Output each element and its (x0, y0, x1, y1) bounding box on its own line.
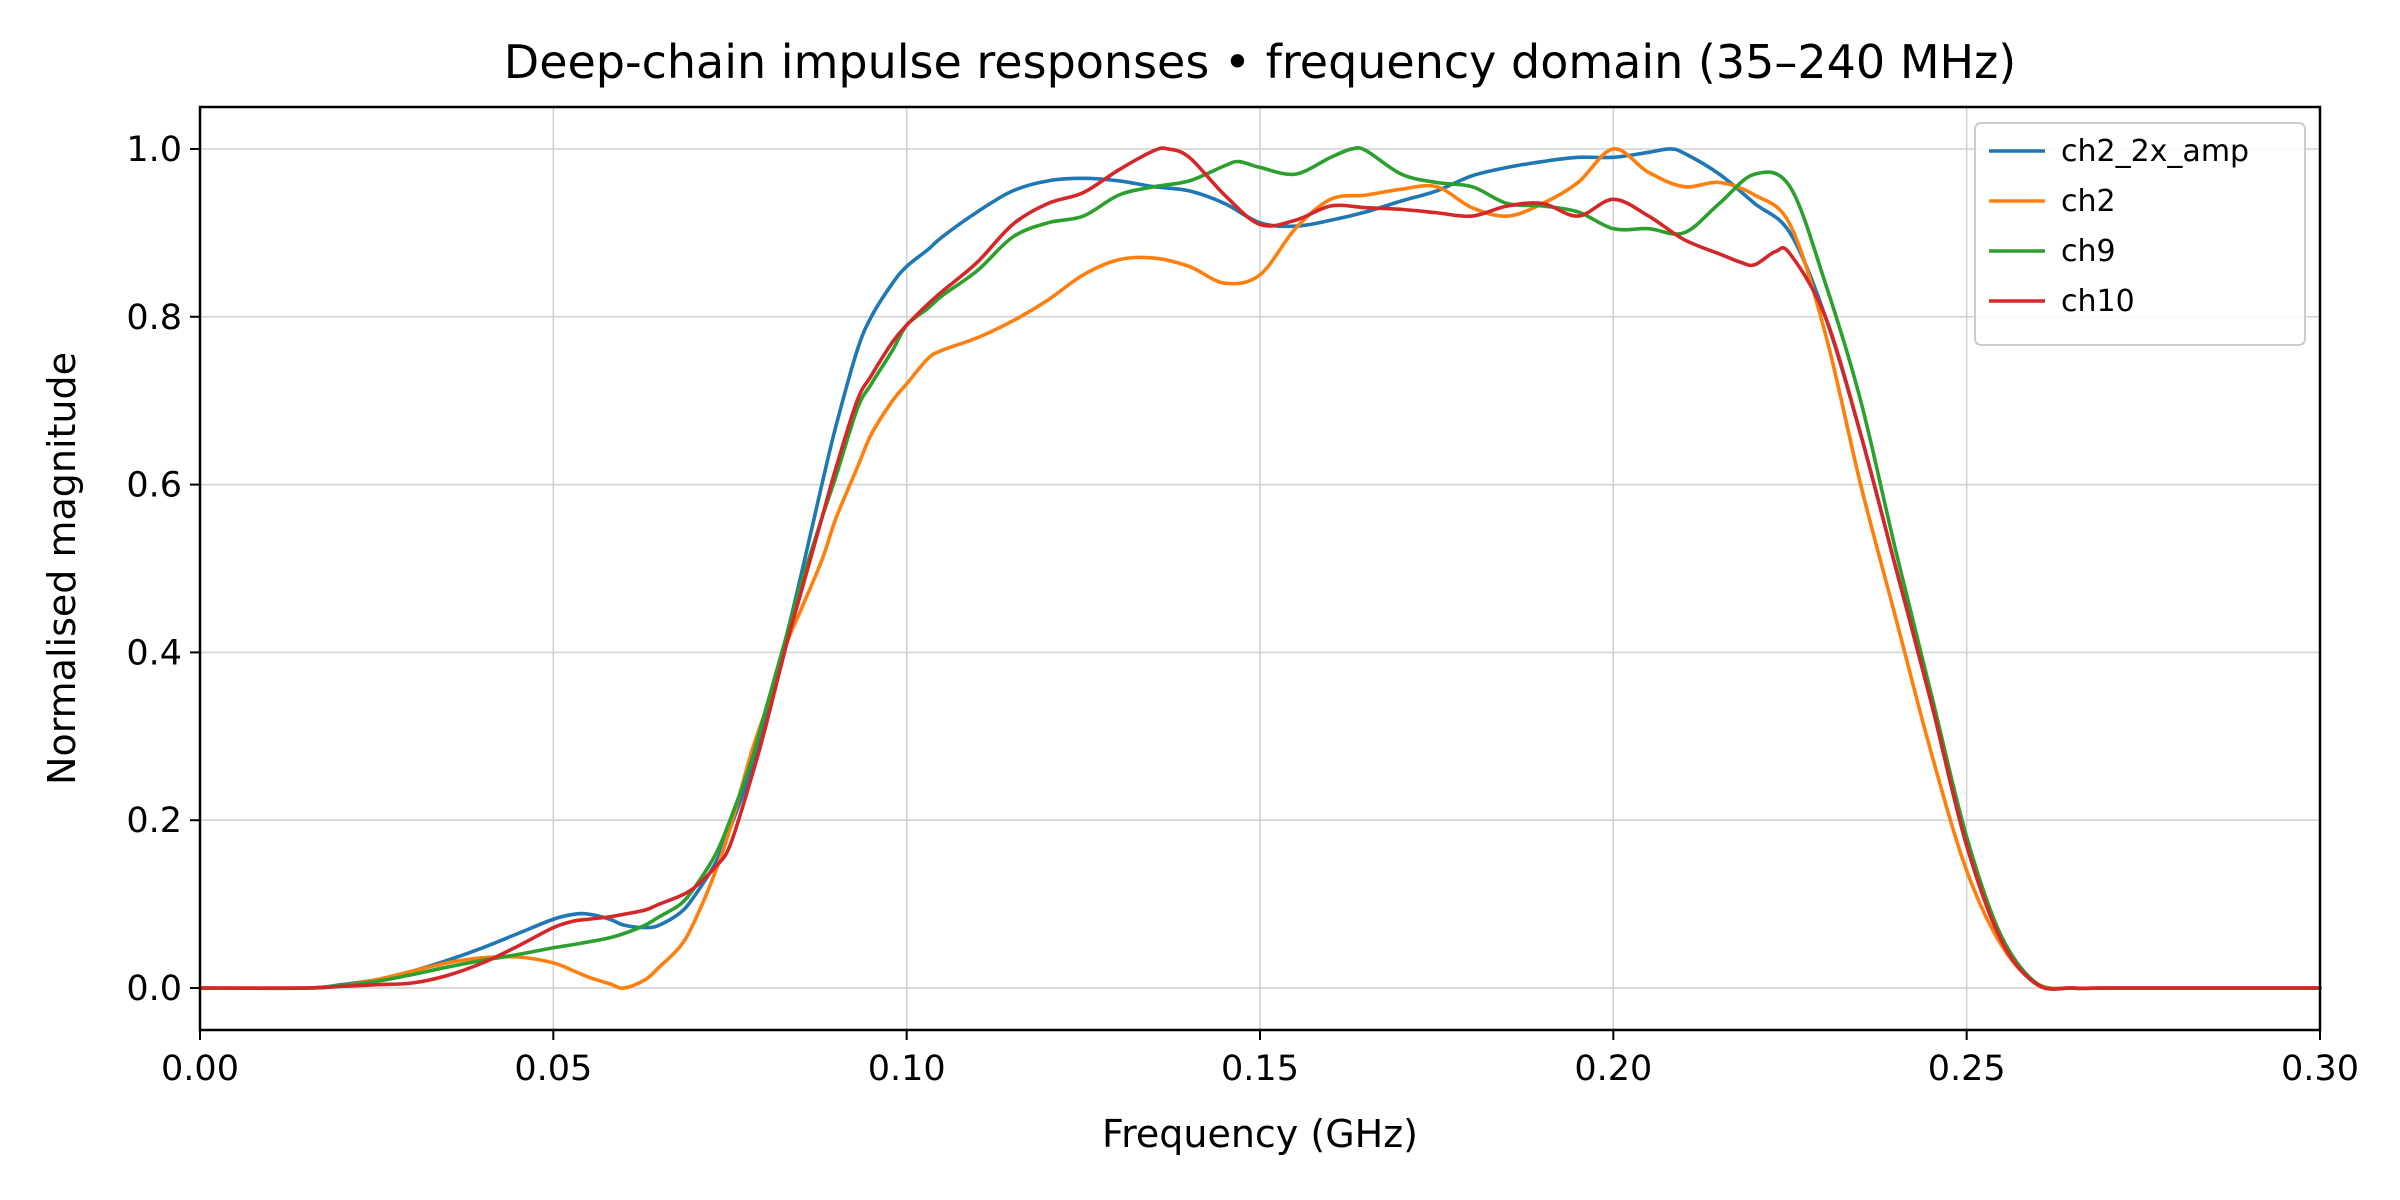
x-axis-label: Frequency (GHz) (1102, 1112, 1418, 1156)
legend-box (1974, 122, 2306, 346)
axis-ticks: 0.00 0.05 0.10 0.15 0.20 0.25 0.30 0.0 0.2 0.4 0.6… (126, 130, 2359, 1089)
x-tick-label: 0.00 (161, 1049, 239, 1089)
x-tick-label: 0.10 (868, 1049, 946, 1089)
legend: ch2_2x_amp ch2 ch9 ch10 (1974, 122, 2306, 346)
legend-entry: ch10 (2061, 284, 2135, 319)
y-tick-label: 0.4 (126, 633, 182, 673)
y-tick-label: 0.0 (126, 969, 182, 1009)
legend-entry: ch9 (2061, 234, 2116, 269)
x-tick-label: 0.15 (1221, 1049, 1299, 1089)
y-tick-label: 0.8 (126, 298, 182, 338)
y-tick-label: 0.6 (126, 466, 182, 506)
y-tick-label: 0.2 (126, 801, 182, 841)
x-tick-label: 0.05 (514, 1049, 592, 1089)
legend-entry: ch2 (2061, 184, 2116, 219)
x-tick-label: 0.30 (2281, 1049, 2359, 1089)
series-line-ch10 (198, 146, 2322, 991)
plot-series (198, 146, 2322, 991)
y-tick-label: 1.0 (126, 130, 182, 170)
chart-title: Deep-chain impulse responses • frequency… (504, 35, 2016, 89)
legend-entry: ch2_2x_amp (2061, 134, 2249, 169)
grid-lines (199, 107, 2321, 1030)
y-axis-label: Normalised magnitude (40, 352, 84, 785)
x-tick-label: 0.20 (1574, 1049, 1652, 1089)
x-tick-label: 0.25 (1928, 1049, 2006, 1089)
series-line-ch9 (198, 146, 2322, 991)
series-line-ch2 (198, 147, 2322, 991)
